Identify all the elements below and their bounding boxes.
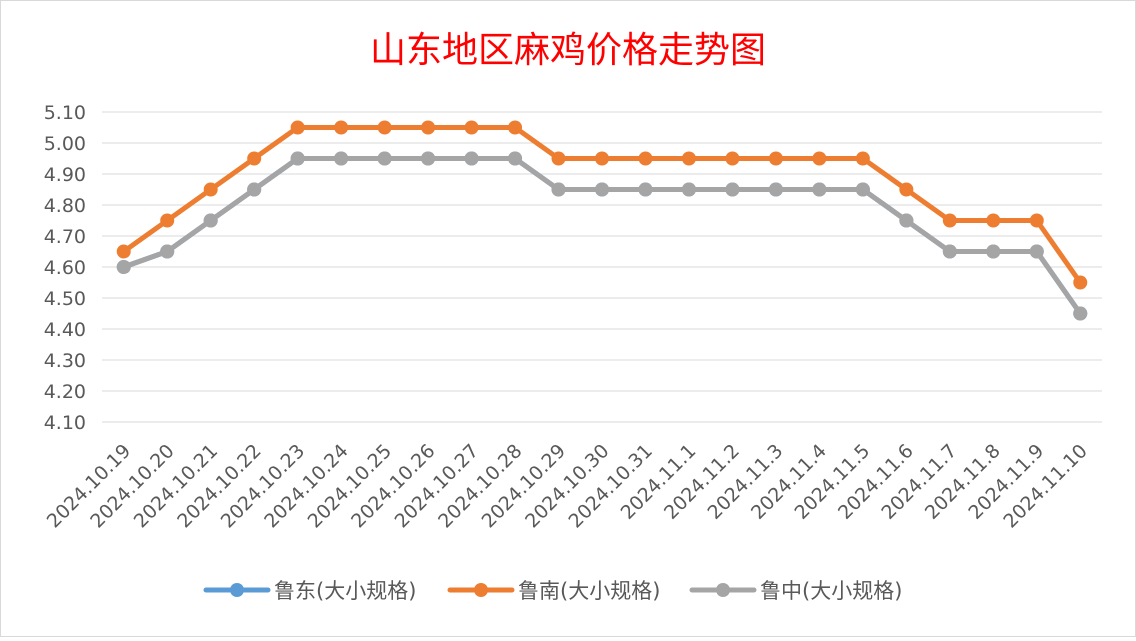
series-lines [116, 120, 1088, 321]
y-tick-label: 4.50 [44, 288, 86, 310]
grid-lines [102, 111, 1102, 423]
data-point [116, 244, 131, 259]
data-point [899, 182, 914, 197]
data-point [551, 182, 566, 197]
data-point [160, 213, 175, 228]
legend-marker-swatch [474, 583, 488, 597]
legend: 鲁东(大小规格) 鲁南(大小规格) 鲁中(大小规格) [203, 579, 902, 603]
data-point [247, 151, 262, 166]
y-tick-label: 5.10 [44, 102, 86, 124]
data-point [725, 182, 740, 197]
legend-item: 鲁南(大小规格) [447, 579, 660, 603]
data-point [595, 151, 609, 166]
y-tick-label: 4.70 [44, 226, 86, 248]
data-point [551, 151, 566, 166]
data-point [464, 151, 479, 166]
data-point [899, 213, 914, 228]
data-point [725, 151, 740, 166]
legend-label: 鲁中(大小规格) [760, 579, 902, 603]
data-point [1073, 306, 1088, 321]
y-tick-label: 4.20 [44, 381, 86, 403]
data-point [986, 244, 1001, 259]
legend-marker-swatch [230, 583, 244, 597]
data-point [508, 151, 523, 166]
data-point [855, 182, 870, 197]
data-point [812, 182, 827, 197]
y-tick-label: 4.10 [44, 412, 86, 434]
data-point [986, 213, 1001, 228]
data-point [768, 151, 783, 166]
data-point [812, 151, 827, 166]
data-point [464, 120, 479, 135]
data-point [116, 260, 131, 274]
legend-marker-swatch [716, 583, 730, 597]
chart-title: 山东地区麻鸡价格走势图 [370, 30, 766, 71]
y-tick-label: 4.30 [44, 350, 86, 372]
legend-label: 鲁东(大小规格) [274, 579, 416, 603]
data-point [334, 120, 349, 135]
data-point [334, 151, 349, 166]
data-point [1029, 213, 1044, 228]
y-tick-label: 4.60 [44, 257, 86, 279]
legend-label: 鲁南(大小规格) [518, 579, 660, 603]
data-point [1029, 244, 1044, 259]
data-point [638, 182, 653, 197]
y-tick-label: 5.00 [44, 133, 86, 155]
data-point [290, 151, 305, 166]
data-point [942, 244, 957, 259]
data-point [247, 182, 262, 197]
y-axis-ticks: 4.10 4.20 4.30 4.40 4.50 4.60 4.70 4.80 4.90 5.00… [44, 102, 86, 434]
data-point [203, 182, 218, 197]
data-point [768, 182, 783, 197]
data-point [160, 244, 175, 259]
data-point [942, 213, 957, 228]
y-tick-label: 4.90 [44, 164, 86, 186]
data-point [290, 120, 305, 135]
legend-item: 鲁东(大小规格) [203, 579, 416, 603]
series-2 [116, 120, 1088, 290]
legend-item: 鲁中(大小规格) [689, 579, 902, 603]
data-point [1073, 275, 1088, 290]
data-point [421, 151, 436, 166]
data-point [595, 182, 609, 197]
data-point [377, 151, 392, 166]
series-3 [116, 151, 1088, 321]
data-point [681, 151, 696, 166]
data-point [508, 120, 523, 135]
data-point [638, 151, 653, 166]
data-point [855, 151, 870, 166]
y-tick-label: 4.40 [44, 319, 86, 341]
data-point [681, 182, 696, 197]
data-point [421, 120, 436, 135]
data-point [203, 213, 218, 228]
y-tick-label: 4.80 [44, 195, 86, 217]
data-point [377, 120, 392, 135]
